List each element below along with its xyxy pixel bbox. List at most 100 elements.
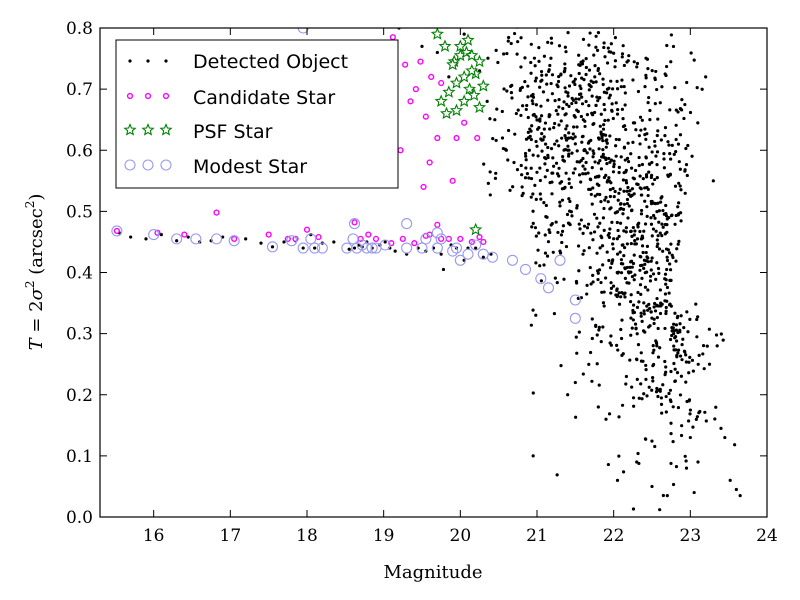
detected-object-point xyxy=(625,201,629,206)
detected-object-point xyxy=(462,32,466,36)
detected-object-point xyxy=(670,143,674,147)
detected-object-point xyxy=(528,127,532,131)
legend-marker-psf-star xyxy=(159,123,173,136)
detected-object-point xyxy=(539,114,544,118)
detected-object-point xyxy=(719,332,723,336)
detected-object-point xyxy=(629,241,633,246)
detected-object-point xyxy=(567,181,571,186)
detected-object-point xyxy=(617,302,622,306)
detected-object-point xyxy=(690,358,695,362)
y-label-eq: = 2 xyxy=(26,300,47,338)
detected-object-point xyxy=(608,134,612,138)
detected-object-point xyxy=(690,154,694,158)
detected-object-point xyxy=(541,138,545,142)
detected-object-point xyxy=(519,36,523,40)
detected-object-point xyxy=(550,192,554,196)
detected-object-point xyxy=(611,186,615,191)
detected-object-point xyxy=(617,170,621,175)
modest-star-point xyxy=(447,245,459,257)
detected-object-point xyxy=(655,150,660,154)
psf-star-point xyxy=(430,28,444,40)
detected-object-point xyxy=(632,253,636,257)
detected-object-point xyxy=(574,415,578,419)
y-label-unit-sup: 2 xyxy=(23,201,37,209)
detected-object-point xyxy=(668,388,673,392)
detected-object-point xyxy=(687,371,691,375)
detected-object-point xyxy=(665,258,670,263)
candidate-star-point xyxy=(480,238,487,246)
detected-object-point xyxy=(596,99,600,103)
detected-object-point xyxy=(543,175,547,179)
detected-object-point xyxy=(666,174,670,179)
detected-object-point xyxy=(696,121,700,125)
detected-object-point xyxy=(561,154,565,159)
detected-object-point xyxy=(612,159,616,163)
detected-object-point xyxy=(435,50,439,55)
detected-object-point xyxy=(658,288,662,292)
candidate-star-point xyxy=(231,235,238,242)
detected-object-point xyxy=(643,127,647,131)
detected-object-point xyxy=(531,209,535,213)
detected-object-point xyxy=(626,59,630,63)
candidate-star-point xyxy=(402,61,409,68)
detected-object-point xyxy=(578,84,582,88)
detected-object-point xyxy=(639,359,644,363)
detected-object-point xyxy=(650,316,654,320)
svg-text:T = 2σ2 (arcsec2): T = 2σ2 (arcsec2) xyxy=(23,194,47,351)
detected-object-point xyxy=(662,151,666,156)
detected-object-point xyxy=(567,104,571,108)
detected-object-point xyxy=(653,144,657,148)
detected-object-point xyxy=(663,359,667,364)
modest-star-point xyxy=(554,254,566,266)
detected-object-point xyxy=(601,263,605,267)
detected-object-point xyxy=(664,203,668,208)
detected-object-point xyxy=(534,76,538,80)
detected-object-point xyxy=(642,229,646,233)
candidate-star-point xyxy=(315,233,322,241)
detected-object-point xyxy=(614,144,618,148)
detected-object-point xyxy=(560,229,565,233)
detected-object-point xyxy=(541,90,546,94)
detected-object-point xyxy=(695,86,699,90)
detected-object-point xyxy=(559,233,564,237)
legend-label-candidate-star: Candidate Star xyxy=(193,87,335,109)
detected-object-point xyxy=(655,296,659,301)
detected-object-point xyxy=(474,246,478,250)
detected-object-point xyxy=(588,187,593,191)
detected-object-point xyxy=(531,153,535,157)
detected-object-point xyxy=(595,95,599,99)
detected-object-point xyxy=(598,124,602,128)
detected-object-point xyxy=(564,50,568,54)
detected-object-point xyxy=(537,59,541,63)
detected-object-point xyxy=(719,426,723,430)
detected-object-point xyxy=(546,98,550,102)
detected-object-point xyxy=(590,379,594,383)
detected-object-point xyxy=(630,166,634,170)
detected-object-point xyxy=(620,55,624,59)
detected-object-point xyxy=(683,350,687,354)
detected-object-point xyxy=(603,118,607,123)
detected-object-point xyxy=(728,478,732,482)
detected-object-point xyxy=(640,234,644,238)
detected-object-point xyxy=(637,163,641,168)
x-tick-label: 17 xyxy=(220,526,242,546)
detected-object-point xyxy=(629,229,633,234)
detected-object-point xyxy=(647,170,651,174)
detected-object-point xyxy=(585,226,590,230)
detected-object-point xyxy=(677,201,681,205)
x-tick-label: 24 xyxy=(756,526,778,546)
detected-object-point xyxy=(521,104,525,108)
detected-object-point xyxy=(620,52,625,56)
detected-object-point xyxy=(175,239,179,243)
detected-object-point xyxy=(630,265,634,269)
psf-star-point xyxy=(449,103,464,117)
detected-object-point xyxy=(597,325,601,329)
detected-object-point xyxy=(597,147,601,151)
detected-object-point xyxy=(486,181,490,185)
detected-object-point xyxy=(500,109,504,114)
detected-object-point xyxy=(653,76,657,80)
detected-object-point xyxy=(654,277,658,281)
detected-object-point xyxy=(674,123,678,127)
detected-object-point xyxy=(670,333,674,338)
detected-object-point xyxy=(639,311,643,315)
